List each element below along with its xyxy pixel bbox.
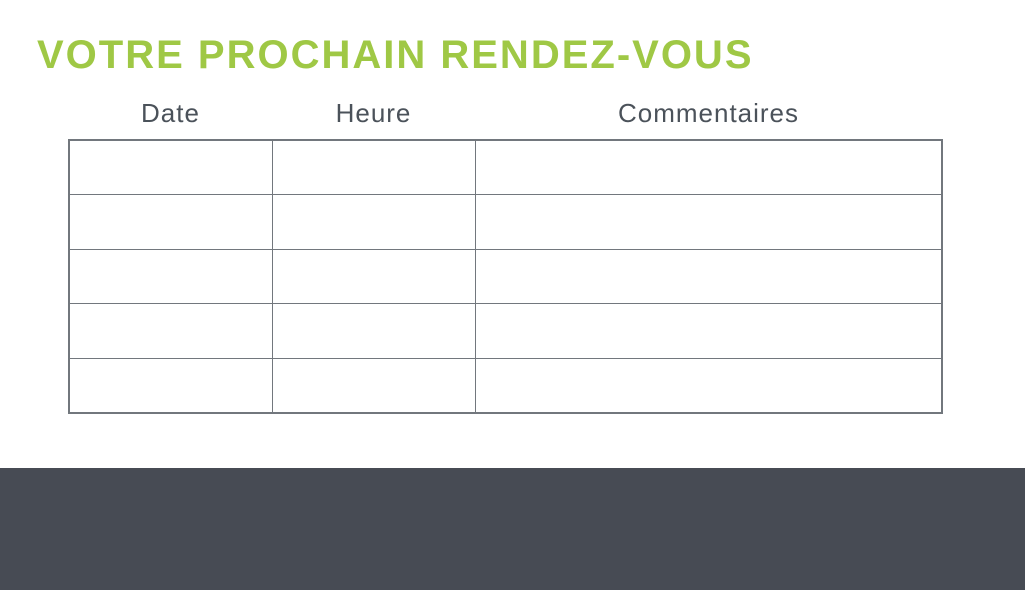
table-cell — [474, 194, 943, 250]
table-cell — [474, 357, 943, 413]
table-row — [68, 139, 943, 195]
table-cell — [68, 357, 273, 413]
footer-band — [0, 468, 1025, 590]
table-row — [68, 194, 943, 250]
table-cell — [68, 139, 273, 195]
table-cell — [271, 248, 476, 304]
table-cell — [474, 303, 943, 359]
table-row — [68, 248, 943, 304]
table-cell — [271, 139, 476, 195]
appointment-table: Date Heure Commentaires — [68, 98, 943, 414]
column-header-heure: Heure — [335, 98, 412, 128]
table-row — [68, 303, 943, 359]
table-body — [68, 139, 943, 413]
table-cell — [271, 357, 476, 413]
table-cell — [474, 139, 943, 195]
table-cell — [68, 194, 273, 250]
column-header-date: Date — [141, 98, 200, 128]
table-row — [68, 357, 943, 413]
table-cell — [271, 194, 476, 250]
page-title: VOTRE PROCHAIN RENDEZ-VOUS — [37, 33, 754, 77]
table-cell — [271, 303, 476, 359]
table-header-row: Date Heure Commentaires — [69, 98, 942, 140]
table-cell — [68, 303, 273, 359]
column-header-commentaires: Commentaires — [617, 98, 800, 128]
table-cell — [68, 248, 273, 304]
table-cell — [474, 248, 943, 304]
